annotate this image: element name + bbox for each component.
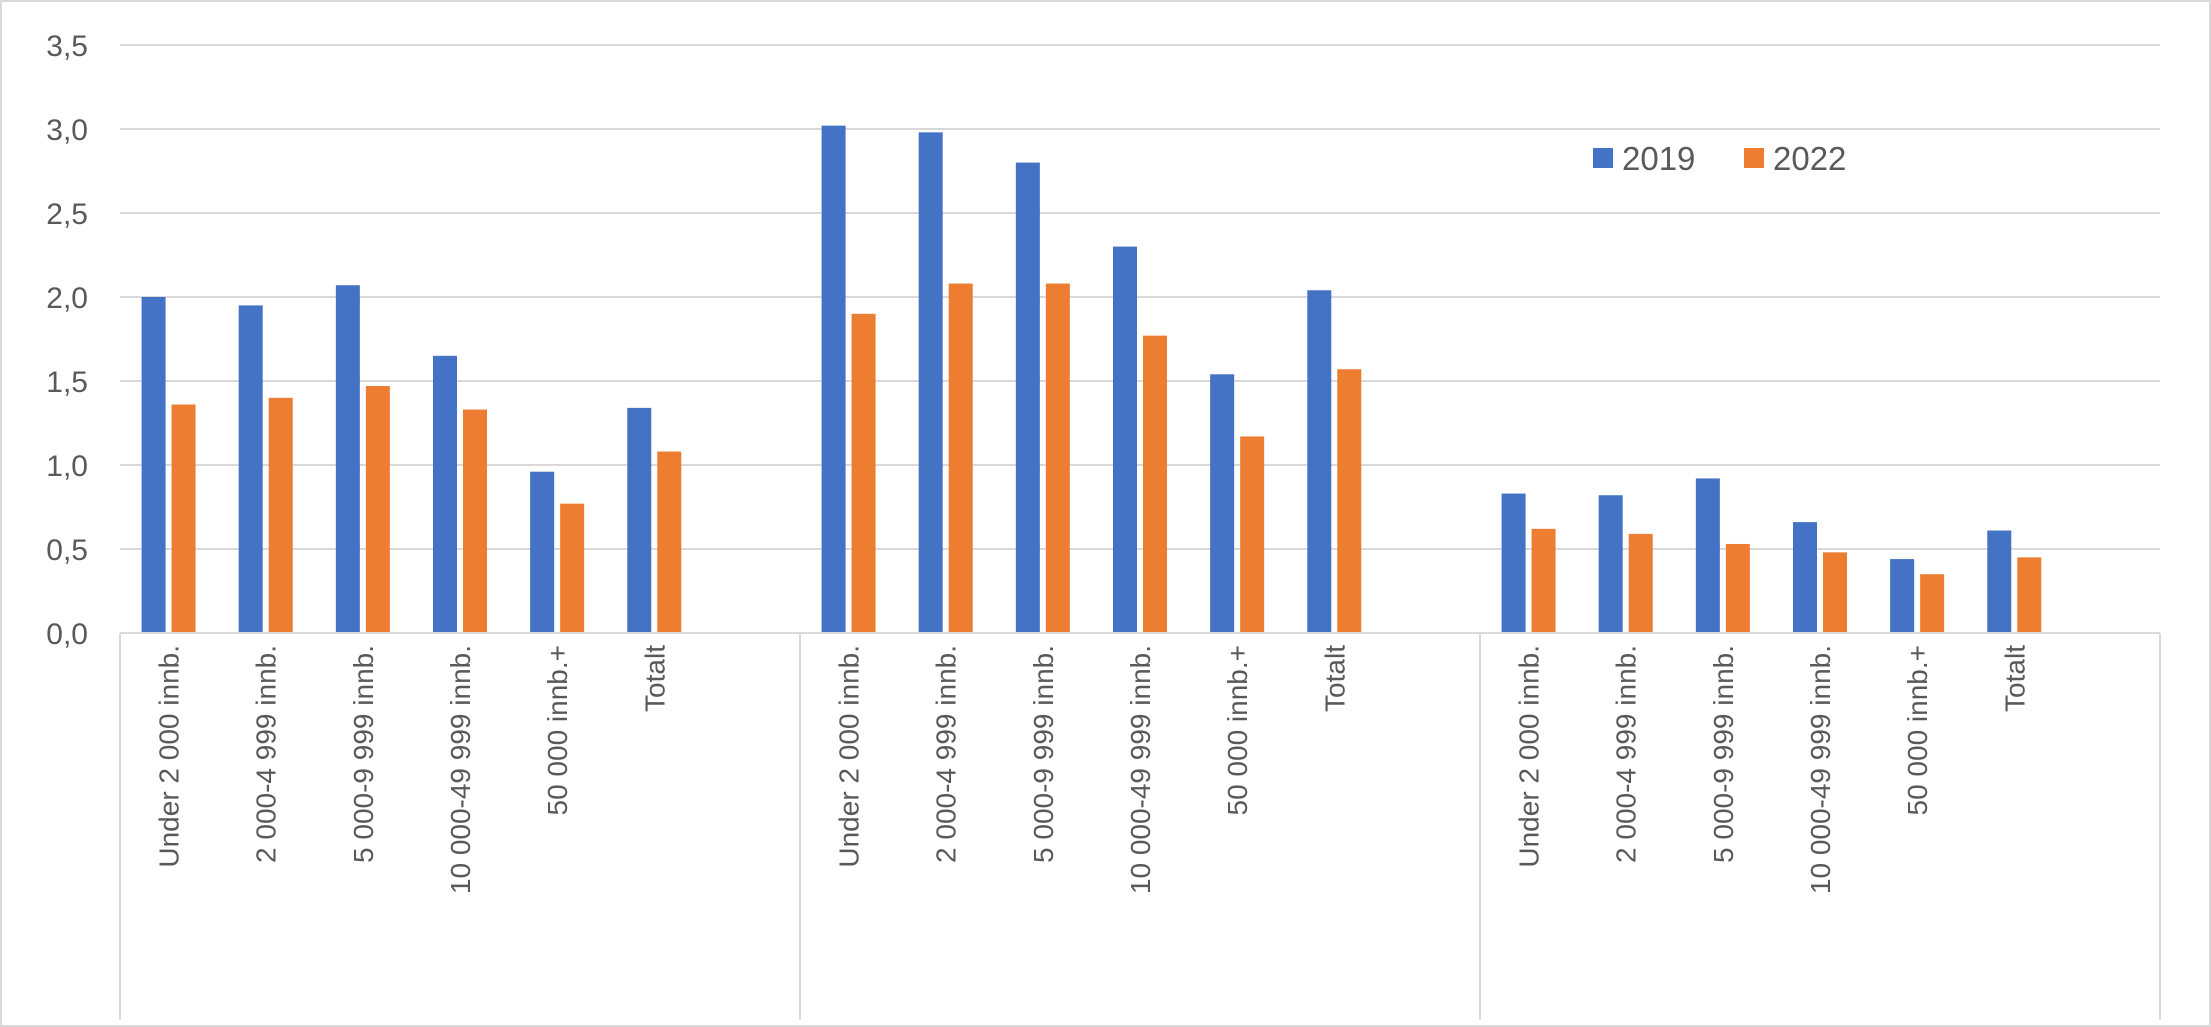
bar-2022 <box>1045 283 1070 633</box>
category-label: 5 000-9 999 innb. <box>348 645 379 863</box>
bar-2022 <box>463 409 487 633</box>
category-label: 2 000-4 999 innb. <box>251 645 282 863</box>
category-label: 50 000 innb.+ <box>542 645 573 816</box>
bar-2019 <box>918 132 943 634</box>
legend-label-2022: 2022 <box>1773 140 1846 177</box>
bar-2019 <box>530 471 555 633</box>
y-tick-label: 2,5 <box>46 198 88 231</box>
y-tick-label: 3,0 <box>46 114 88 147</box>
legend: 2019 2022 <box>1593 140 1846 177</box>
category-label: 10 000-49 999 innb. <box>1125 645 1156 894</box>
legend-swatch-2022 <box>1744 148 1764 168</box>
category-label: Under 2 000 innb. <box>834 645 865 868</box>
y-tick-label: 0,5 <box>46 534 88 567</box>
bar-2022 <box>1725 543 1750 633</box>
bar-2019 <box>1987 530 2012 633</box>
category-label: Totalt <box>1999 645 2030 712</box>
bar-2022 <box>1920 574 1945 633</box>
category-label: 5 000-9 999 innb. <box>1028 645 1059 863</box>
bar-2022 <box>1337 369 1362 633</box>
category-label: 10 000-49 999 innb. <box>1805 645 1836 894</box>
bar-2019 <box>627 407 652 633</box>
bar-2022 <box>560 503 585 633</box>
bar-2019 <box>821 125 846 633</box>
y-tick-label: 0,0 <box>46 618 88 651</box>
bar-2022 <box>1531 528 1556 633</box>
category-label: Totalt <box>1319 645 1350 712</box>
bar-2022 <box>1143 335 1167 633</box>
bar-2022 <box>851 313 876 633</box>
bar-2019 <box>433 355 457 633</box>
category-label: 10 000-49 999 innb. <box>445 645 476 894</box>
bar-2019 <box>1695 478 1720 633</box>
category-label: 50 000 innb.+ <box>1222 645 1253 816</box>
bar-2022 <box>171 404 196 633</box>
bar-2022 <box>365 386 390 633</box>
bar-2019 <box>1890 559 1915 633</box>
category-label: Under 2 000 innb. <box>1514 645 1545 868</box>
legend-swatch-2019 <box>1593 148 1613 168</box>
y-tick-label: 1,5 <box>46 366 88 399</box>
bar-2019 <box>238 305 263 633</box>
bar-2019 <box>1501 493 1526 633</box>
bar-2022 <box>2017 557 2042 633</box>
bar-2019 <box>335 285 360 633</box>
y-tick-label: 1,0 <box>46 450 88 483</box>
category-label: 2 000-4 999 innb. <box>931 645 962 863</box>
bar-2019 <box>1210 374 1235 633</box>
category-label: Totalt <box>639 645 670 712</box>
bar-2019 <box>1598 495 1623 633</box>
y-tick-label: 2,0 <box>46 282 88 315</box>
bar-2019 <box>1113 246 1137 633</box>
legend-label-2019: 2019 <box>1622 140 1695 177</box>
y-tick-label: 3,5 <box>46 30 88 63</box>
bar-2022 <box>1240 436 1265 633</box>
bar-2022 <box>268 397 293 633</box>
bar-2022 <box>948 283 973 633</box>
bar-2019 <box>1307 290 1332 633</box>
bar-2022 <box>1628 533 1653 633</box>
category-label: Under 2 000 innb. <box>154 645 185 868</box>
category-label: 50 000 innb.+ <box>1902 645 1933 816</box>
bar-2019 <box>141 297 166 633</box>
bar-2019 <box>1015 162 1040 633</box>
category-label: 5 000-9 999 innb. <box>1708 645 1739 863</box>
category-label: 2 000-4 999 innb. <box>1611 645 1642 863</box>
bar-2022 <box>657 451 682 633</box>
bar-2019 <box>1793 522 1817 633</box>
bar-2022 <box>1823 552 1847 633</box>
